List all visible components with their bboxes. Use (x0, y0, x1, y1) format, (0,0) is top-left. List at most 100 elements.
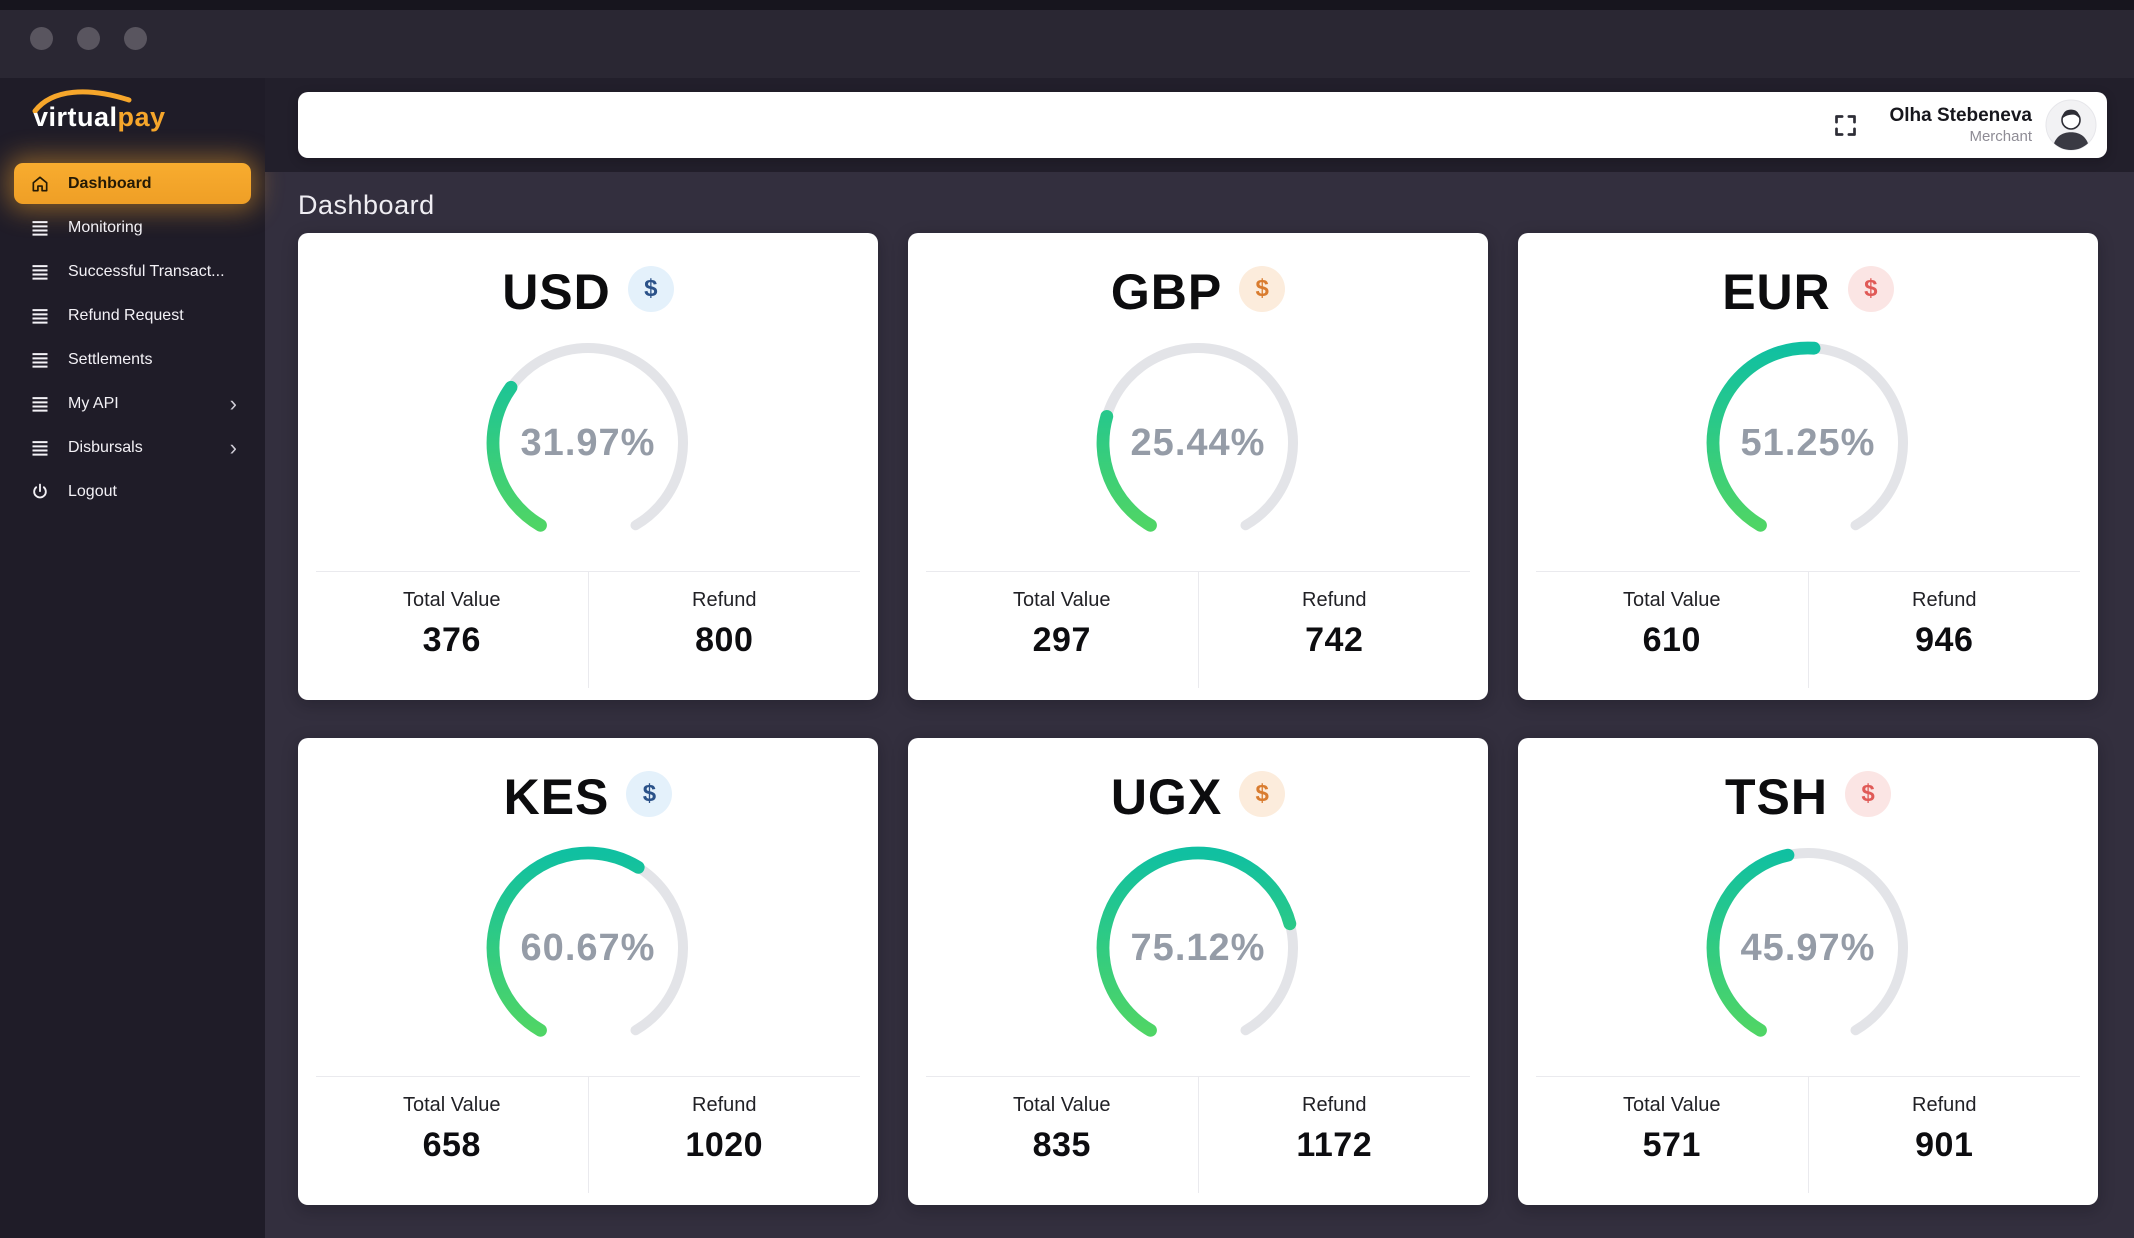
currency-badge: $ (627, 266, 674, 312)
window-controls (30, 27, 147, 50)
total-value: 610 (1642, 621, 1701, 659)
card-stats: Total Value 610 Refund 946 (1536, 571, 2080, 688)
page-title: Dashboard (298, 190, 435, 220)
sidebar-item-refund-request[interactable]: Refund Request (14, 295, 251, 336)
logo-text-primary: virtual (33, 102, 118, 132)
dollar-icon: $ (642, 780, 657, 807)
currency-code: EUR (1722, 264, 1831, 320)
window-dot[interactable] (77, 27, 100, 50)
currency-badge: $ (626, 771, 673, 817)
menu-icon (30, 438, 52, 458)
refund-label: Refund (692, 589, 757, 611)
gauge: 60.67% (474, 834, 702, 1058)
card-header: GBP $ (908, 261, 1488, 323)
currency-card-gbp: GBP $ 25.44% Total Value 297 Refund 742 (908, 233, 1488, 700)
total-value-stat: Total Value 658 (316, 1077, 588, 1193)
total-value: 835 (1032, 1126, 1091, 1164)
topbar: Olha Stebeneva Merchant (298, 92, 2107, 158)
refund-stat: Refund 1172 (1197, 1077, 1471, 1193)
currency-card-usd: USD $ 31.97% Total Value 376 Refund 800 (298, 233, 878, 700)
sidebar-nav: Dashboard Monitoring Successful Transact… (0, 163, 265, 512)
total-value-stat: Total Value 297 (926, 572, 1198, 688)
gauge-chart (1706, 846, 1910, 1037)
total-value-label: Total Value (1623, 589, 1721, 611)
total-value-stat: Total Value 610 (1536, 572, 1808, 688)
user-name: Olha Stebeneva (1889, 104, 2032, 126)
card-header: UGX $ (908, 766, 1488, 828)
currency-badge: $ (1845, 771, 1891, 817)
fullscreen-icon[interactable] (1832, 112, 1859, 139)
sidebar-item-monitoring[interactable]: Monitoring (14, 207, 251, 248)
gauge-percent: 75.12% (1130, 926, 1266, 969)
gauge-percent: 31.97% (520, 421, 656, 464)
refund-label: Refund (1912, 589, 1977, 611)
card-stats: Total Value 376 Refund 800 (316, 571, 860, 688)
logo-swoosh-icon (32, 89, 132, 113)
menu-icon (30, 350, 52, 370)
logo-text-accent: pay (117, 102, 166, 132)
sidebar: virtualpay Dashboard Monitoring Successf… (0, 78, 265, 1238)
gauge: 31.97% (474, 329, 702, 553)
total-value: 376 (422, 621, 481, 659)
gauge-chart (1706, 341, 1910, 532)
currency-code: KES (503, 769, 610, 825)
refund-stat: Refund 1020 (587, 1077, 861, 1193)
refund-stat: Refund 800 (587, 572, 861, 688)
menu-icon (30, 394, 52, 414)
menu-icon (30, 218, 52, 238)
app-logo: virtualpay (32, 89, 183, 133)
currency-code: TSH (1725, 769, 1828, 825)
gauge: 25.44% (1084, 329, 1312, 553)
card-header: USD $ (298, 261, 878, 323)
currency-badge: $ (1847, 266, 1894, 312)
sidebar-item-dashboard[interactable]: Dashboard (14, 163, 251, 204)
gauge: 45.97% (1694, 834, 1922, 1058)
refund-value: 800 (695, 621, 754, 659)
refund-value: 1172 (1296, 1126, 1373, 1164)
gauge-chart (1096, 846, 1300, 1037)
currency-badge: $ (1239, 771, 1286, 817)
sidebar-item-disbursals[interactable]: Disbursals › (14, 427, 251, 468)
chevron-right-icon: › (229, 434, 237, 460)
sidebar-item-my-api[interactable]: My API › (14, 383, 251, 424)
user-menu[interactable]: Olha Stebeneva Merchant (1889, 104, 2032, 147)
dollar-icon: $ (644, 275, 658, 302)
sidebar-item-logout[interactable]: Logout (14, 471, 251, 512)
refund-stat: Refund 901 (1807, 1077, 2081, 1193)
cards-grid: USD $ 31.97% Total Value 376 Refund 800 … (298, 233, 2134, 1205)
gauge-chart (486, 341, 690, 532)
total-value: 658 (422, 1126, 481, 1164)
window-dot[interactable] (30, 27, 53, 50)
refund-value: 901 (1915, 1126, 1974, 1164)
currency-card-kes: KES $ 60.67% Total Value 658 Refund 1020 (298, 738, 878, 1205)
window-dot[interactable] (124, 27, 147, 50)
total-value-label: Total Value (403, 589, 501, 611)
header-band: Olha Stebeneva Merchant (265, 78, 2134, 172)
window-top-edge (0, 0, 2134, 10)
card-stats: Total Value 297 Refund 742 (926, 571, 1470, 688)
total-value-label: Total Value (1623, 1094, 1721, 1116)
refund-value: 946 (1915, 621, 1974, 659)
currency-badge: $ (1239, 266, 1286, 312)
refund-label: Refund (692, 1094, 757, 1116)
avatar[interactable] (2045, 99, 2097, 151)
sidebar-item-successful-transact[interactable]: Successful Transact... (14, 251, 251, 292)
chevron-right-icon: › (229, 390, 237, 416)
total-value-stat: Total Value 376 (316, 572, 588, 688)
total-value-label: Total Value (1013, 589, 1111, 611)
dollar-icon: $ (1861, 780, 1875, 807)
currency-card-eur: EUR $ 51.25% Total Value 610 Refund 946 (1518, 233, 2098, 700)
dollar-icon: $ (1255, 780, 1269, 807)
gauge-percent: 25.44% (1130, 421, 1266, 464)
sidebar-item-settlements[interactable]: Settlements (14, 339, 251, 380)
refund-value: 1020 (685, 1126, 764, 1164)
refund-label: Refund (1912, 1094, 1977, 1116)
refund-label: Refund (1302, 589, 1367, 611)
gauge-percent: 51.25% (1740, 421, 1876, 464)
gauge-fill (1096, 846, 1300, 1037)
currency-card-tsh: TSH $ 45.97% Total Value 571 Refund 901 (1518, 738, 2098, 1205)
currency-card-ugx: UGX $ 75.12% Total Value 835 Refund 1172 (908, 738, 1488, 1205)
menu-icon (30, 262, 52, 282)
gauge-percent: 45.97% (1740, 926, 1876, 969)
total-value: 297 (1032, 621, 1091, 659)
